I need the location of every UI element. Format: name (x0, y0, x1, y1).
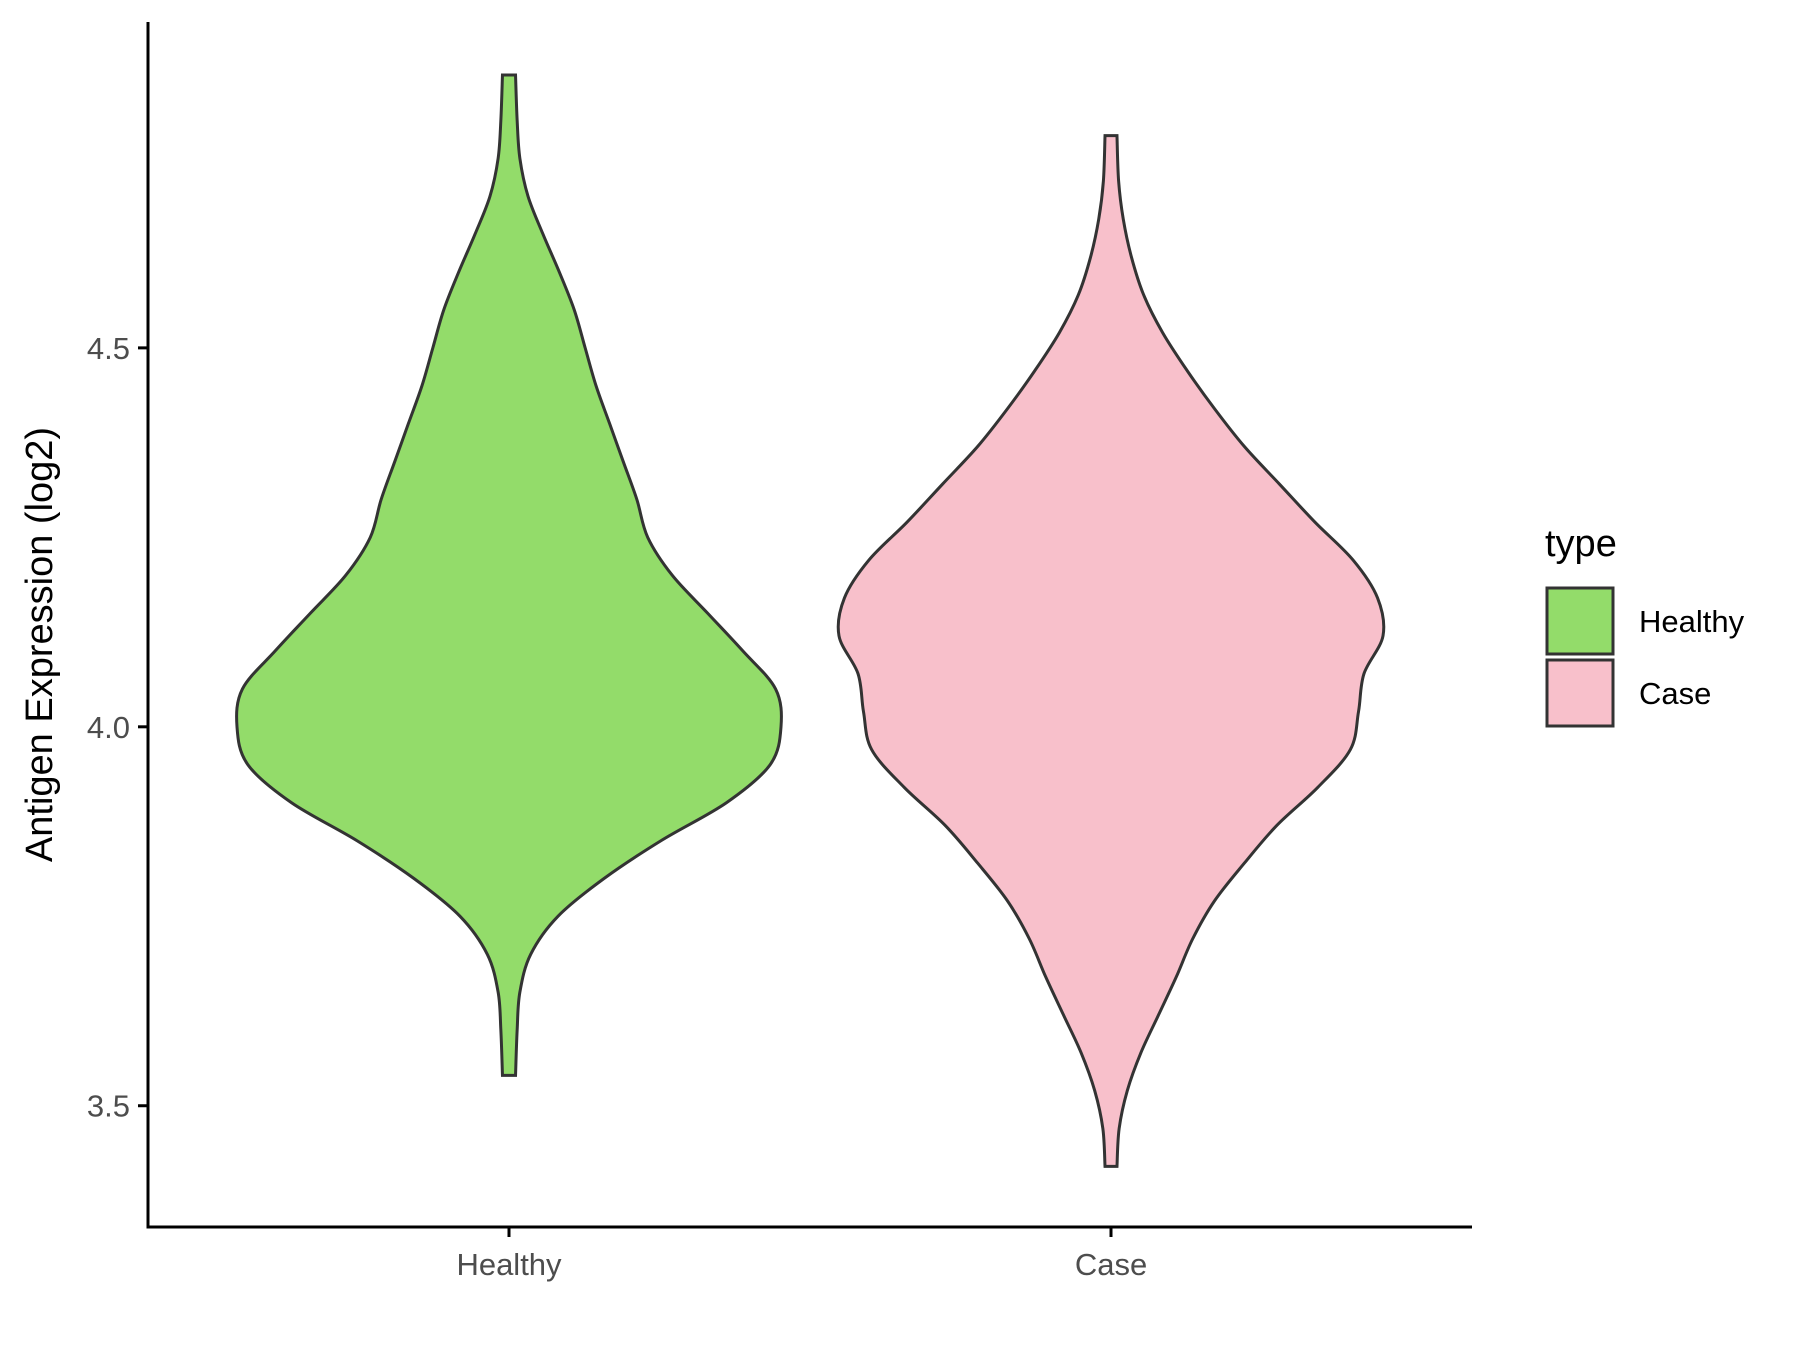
legend-title: type (1545, 523, 1617, 565)
x-tick-label: Healthy (456, 1247, 562, 1282)
y-ticks: 3.5 4.0 4.5 (87, 331, 148, 1124)
violin-case (836, 134, 1386, 1168)
y-axis-title: Antigen Expression (log2) (19, 427, 61, 862)
violin-healthy (235, 73, 783, 1077)
legend-label-healthy: Healthy (1639, 604, 1745, 639)
x-ticks: Healthy Case (456, 1227, 1147, 1282)
legend-key-case (1545, 658, 1615, 728)
legend-entries: Healthy Case (1545, 586, 1745, 728)
y-tick-label: 4.5 (87, 331, 130, 366)
y-tick-label: 4.0 (87, 710, 130, 745)
violin-layer (235, 73, 1386, 1168)
legend-label-case: Case (1639, 676, 1711, 711)
x-tick-label: Case (1075, 1247, 1147, 1282)
legend-key-healthy (1545, 586, 1615, 656)
y-tick-label: 3.5 (87, 1089, 130, 1124)
legend: type Healthy Case (1545, 523, 1745, 728)
axes-layer (146, 22, 1472, 1229)
